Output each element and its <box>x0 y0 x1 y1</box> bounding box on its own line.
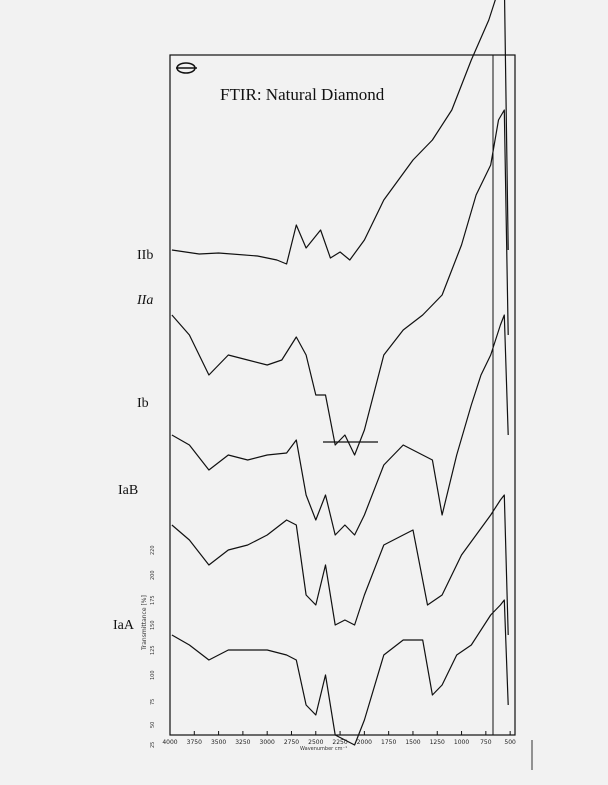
x-tick-label: 1000 <box>453 739 470 746</box>
x-tick-label: 3000 <box>259 739 275 746</box>
series-label-Ib: Ib <box>137 396 149 411</box>
y-tick-label: 175 <box>150 595 156 605</box>
series-line-IIa <box>171 109 509 456</box>
y-axis-label: Transmittance [%] <box>141 595 148 650</box>
y-tick-label: 125 <box>150 645 156 655</box>
x-tick-label: 1250 <box>429 739 445 746</box>
x-tick-label: 2000 <box>356 739 372 746</box>
x-tick-label: 3500 <box>210 739 227 746</box>
series-label-IIb: IIb <box>137 248 154 263</box>
series-label-IaB: IaB <box>118 483 139 498</box>
y-tick-label: 100 <box>150 670 156 680</box>
series-label-IaA: IaA <box>113 618 134 633</box>
y-tick-label: 220 <box>150 545 156 555</box>
x-tick-label: 1500 <box>405 739 421 746</box>
x-tick-label: 2250 <box>332 739 348 746</box>
series-line-IIb <box>171 0 509 265</box>
x-tick-label: 500 <box>504 739 516 746</box>
x-tick-label: 4000 <box>162 739 178 746</box>
x-tick-label: 3750 <box>186 739 202 746</box>
x-tick-label: 750 <box>480 739 492 746</box>
series-group <box>171 0 509 746</box>
series-line-IaA <box>171 599 509 746</box>
chart-title: FTIR: Natural Diamond <box>220 85 385 104</box>
series-line-IaB <box>171 494 509 636</box>
instrument-logo <box>176 62 197 74</box>
y-tick-label: 50 <box>150 721 156 728</box>
x-axis-label: Wavenumber cm⁻¹ <box>300 746 348 752</box>
x-tick-label: 3250 <box>235 739 251 746</box>
x-tick-label: 2750 <box>283 739 300 746</box>
x-axis-ticks <box>169 731 511 735</box>
x-tick-label: 2500 <box>308 739 324 746</box>
y-tick-label: 150 <box>150 620 156 630</box>
x-tick-label: 1750 <box>381 739 397 746</box>
plot-frame <box>169 54 516 736</box>
series-line-Ib <box>171 314 509 536</box>
series-label-IIa: IIa <box>137 293 154 308</box>
y-tick-label: 75 <box>150 698 156 705</box>
y-tick-label: 200 <box>150 570 156 580</box>
y-tick-label: 25 <box>150 741 156 748</box>
